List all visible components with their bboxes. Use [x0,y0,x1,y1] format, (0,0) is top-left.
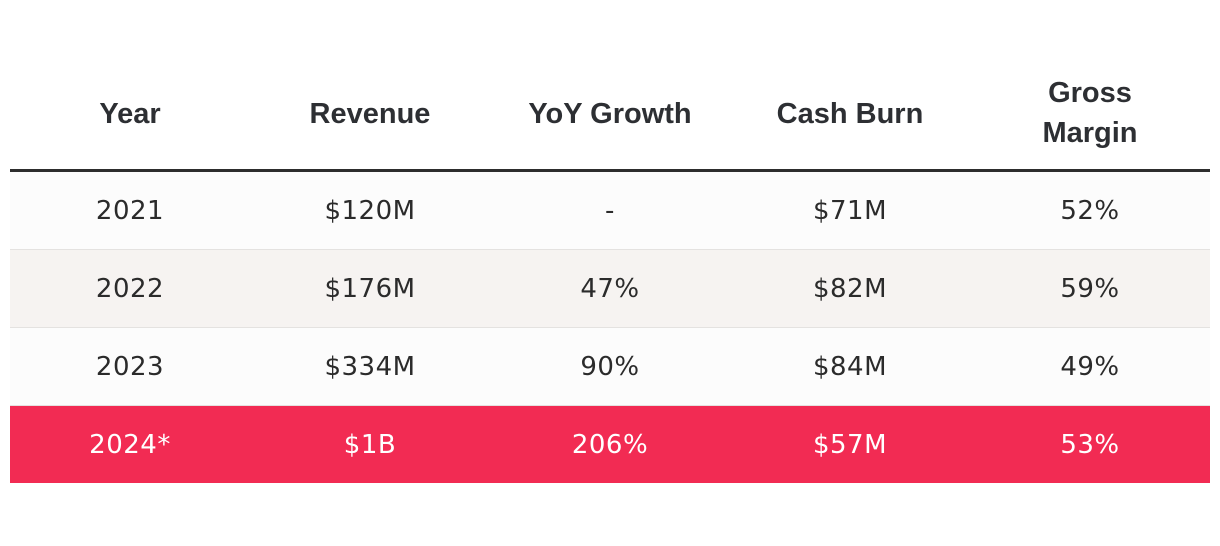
header-revenue: Revenue [309,97,431,130]
header-yoy-growth: YoY Growth [528,97,692,130]
cell-cash-burn: $71M [812,195,888,226]
cell-cash-burn: $57M [812,429,888,460]
cell-gross-margin: 49% [1060,351,1120,382]
cell-gross-margin: 53% [1060,429,1120,460]
cell-yoy-growth: - [605,195,615,226]
header-gross-margin-line1: Gross [1048,76,1132,109]
cell-year: 2021 [95,195,165,226]
table-row: 2023 $334M 90% $84M 49% [10,328,1210,406]
header-cash-burn: Cash Burn [776,97,924,130]
cell-revenue: $176M [324,273,416,304]
header-year: Year [99,97,161,130]
cell-revenue: $334M [324,351,416,382]
cell-year: 2022 [95,273,165,304]
cell-yoy-growth: 47% [580,273,640,304]
header-gross-margin-line2: Margin [1042,116,1138,149]
cell-revenue: $120M [324,195,416,226]
cell-cash-burn: $84M [812,351,888,382]
cell-gross-margin: 52% [1060,195,1120,226]
header-gross-margin: Gross Margin [970,73,1210,153]
cell-revenue: $1B [343,429,397,460]
table-row: 2022 $176M 47% $82M 59% [10,250,1210,328]
cell-cash-burn: $82M [812,273,888,304]
cell-year: 2024* [89,429,171,460]
cell-yoy-growth: 90% [580,351,640,382]
cell-yoy-growth: 206% [571,429,649,460]
cell-year: 2023 [95,351,165,382]
table-row: 2021 $120M - $71M 52% [10,172,1210,250]
table-header: Year Revenue YoY Growth Cash Burn Gross … [10,58,1210,172]
cell-gross-margin: 59% [1060,273,1120,304]
financial-table: Year Revenue YoY Growth Cash Burn Gross … [10,58,1210,483]
table-row-highlight: 2024* $1B 206% $57M 53% [10,406,1210,483]
